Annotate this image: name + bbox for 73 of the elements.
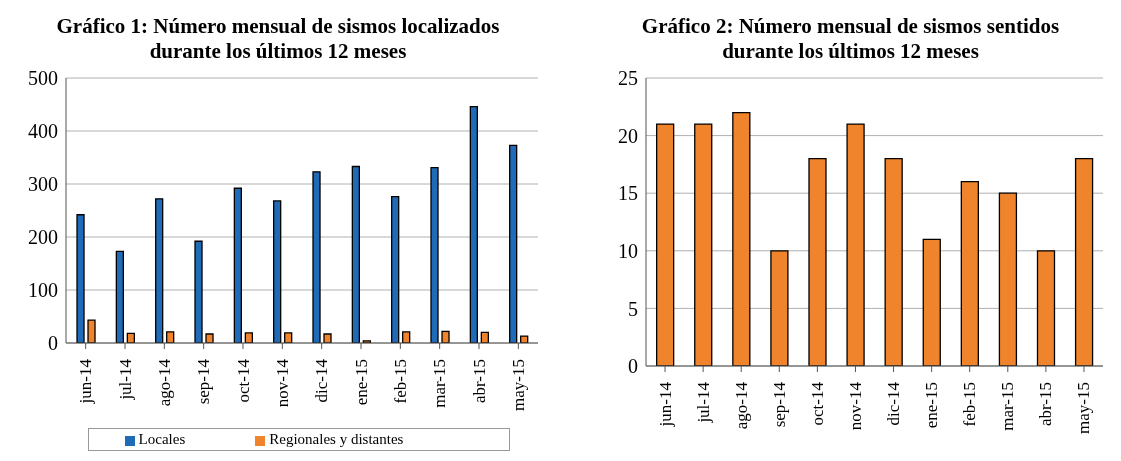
bar — [115, 250, 124, 343]
chart-title: Gráfico 1: Número mensual de sismos localizados durante los últimos 12 meses — [56, 14, 500, 63]
bar — [1074, 157, 1094, 366]
y-tick-label: 0 — [48, 332, 58, 355]
bar — [960, 181, 979, 366]
x-tick-label: oct-14 — [807, 381, 827, 426]
bar — [76, 214, 85, 343]
x-tick-label: ago-14 — [154, 358, 174, 407]
x-tick-label: jun-14 — [76, 358, 96, 405]
y-tick-label: 500 — [28, 67, 58, 90]
bar — [323, 333, 332, 343]
x-tick-label: feb-15 — [390, 359, 410, 404]
bar — [441, 330, 450, 343]
bar — [402, 331, 411, 343]
bar — [244, 332, 253, 343]
x-tick-label: ene-15 — [922, 382, 942, 429]
x-tick-label: feb-15 — [960, 382, 980, 427]
y-tick-label: 10 — [618, 239, 638, 262]
legend-label: Locales — [138, 431, 186, 447]
bar — [194, 240, 203, 343]
x-tick-label: sep-14 — [194, 358, 214, 405]
bar — [233, 187, 242, 343]
bar — [87, 319, 96, 343]
y-tick-label: 300 — [28, 173, 58, 196]
bar — [509, 144, 518, 343]
bar — [284, 332, 293, 343]
x-tick-label: oct-14 — [233, 358, 253, 403]
x-tick-label: jul-14 — [115, 358, 135, 401]
bar — [205, 333, 214, 343]
x-tick-label: jun-14 — [655, 381, 675, 428]
bar — [155, 198, 164, 343]
bar — [694, 123, 713, 366]
y-tick-label: 100 — [28, 279, 58, 302]
legend-label: Regionales y distantes — [269, 431, 404, 447]
x-tick-label: jul-14 — [693, 381, 713, 424]
y-tick-label: 0 — [628, 355, 638, 378]
x-tick-label: mar-15 — [998, 382, 1018, 431]
bar — [469, 105, 478, 343]
y-tick-label: 400 — [28, 120, 58, 143]
bar — [430, 166, 439, 343]
bar — [998, 192, 1018, 366]
x-tick-label: abr-15 — [469, 359, 489, 404]
y-tick-label: 15 — [618, 182, 638, 205]
y-tick-label: 25 — [618, 67, 638, 90]
bar — [732, 111, 751, 366]
bar — [846, 123, 865, 366]
x-tick-label: sep-14 — [769, 381, 789, 428]
x-tick-label: nov-14 — [845, 381, 865, 431]
bar — [884, 157, 903, 366]
x-tick-label: abr-15 — [1036, 382, 1056, 427]
y-tick-label: 20 — [618, 124, 638, 147]
bar — [1036, 250, 1056, 366]
bar — [351, 165, 360, 343]
bar — [166, 331, 175, 343]
bar — [656, 123, 675, 366]
y-tick-label: 200 — [28, 226, 58, 249]
x-tick-label: ago-14 — [731, 381, 751, 430]
x-tick-label: dic-14 — [312, 358, 332, 403]
x-tick-label: mar-15 — [430, 359, 450, 408]
bar — [520, 335, 529, 343]
bar — [922, 238, 941, 366]
x-tick-label: dic-14 — [884, 381, 904, 426]
bar — [312, 171, 321, 343]
bar — [808, 157, 827, 366]
bar — [770, 250, 789, 366]
y-tick-label: 5 — [628, 297, 638, 320]
x-tick-label: may-15 — [508, 359, 528, 411]
x-tick-label: nov-14 — [272, 358, 292, 408]
x-tick-label: ene-15 — [351, 359, 371, 406]
bar — [273, 200, 282, 343]
bar — [391, 196, 400, 343]
chart-title: Gráfico 2: Número mensual de sismos sentidos durante los últimos 12 meses — [641, 14, 1060, 63]
x-tick-label: may-15 — [1074, 382, 1094, 434]
